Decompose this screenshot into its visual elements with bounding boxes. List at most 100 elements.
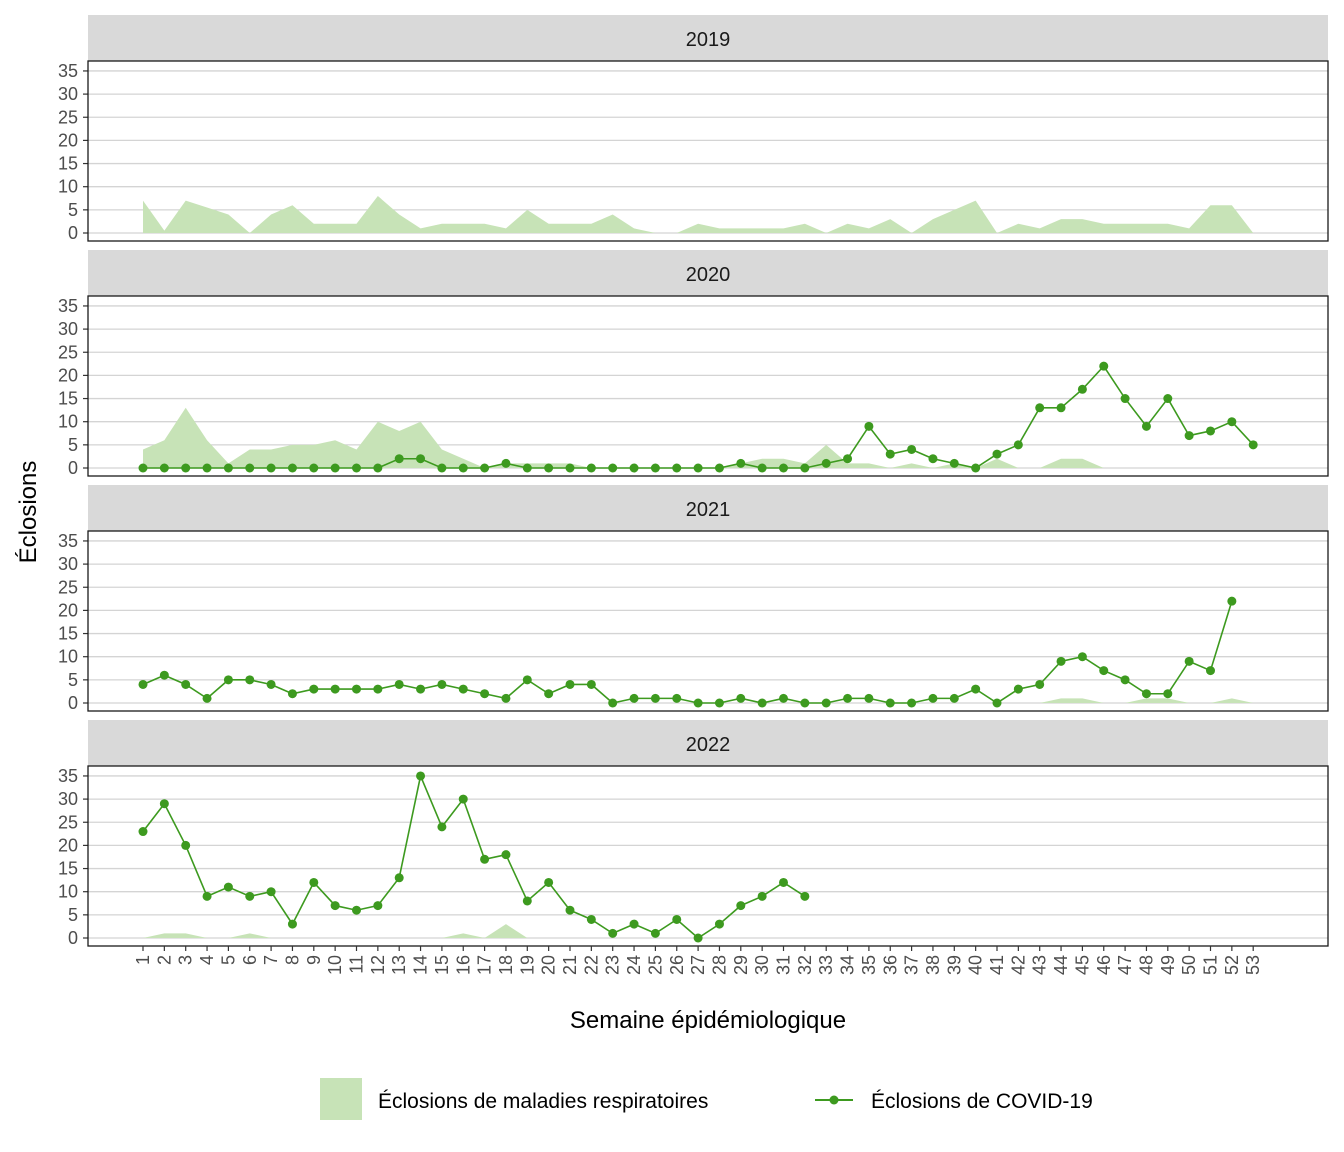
panel-border xyxy=(87,295,1329,477)
covid-point xyxy=(565,679,575,689)
panel-2020: 2020 0 5 10 15 20 25 30 35 xyxy=(58,250,1329,478)
covid-point xyxy=(458,463,468,473)
covid-point xyxy=(522,896,532,906)
covid-point xyxy=(437,679,447,689)
covid-point xyxy=(736,458,746,468)
covid-point xyxy=(949,458,959,468)
covid-point xyxy=(330,901,340,911)
covid-point xyxy=(352,684,361,694)
covid-point xyxy=(1163,394,1173,404)
covid-point xyxy=(1227,417,1237,427)
covid-point xyxy=(202,463,212,473)
covid-point xyxy=(1206,666,1215,676)
y-tick-label: 35 xyxy=(58,296,78,316)
covid-point xyxy=(287,689,297,699)
x-tick-label: 26 xyxy=(667,955,687,975)
x-tick-label: 43 xyxy=(1030,955,1050,975)
x-tick-label: 19 xyxy=(517,955,537,975)
covid-point xyxy=(843,454,853,464)
covid-point xyxy=(800,463,810,473)
y-axis-title: Éclosions xyxy=(15,461,42,564)
covid-point xyxy=(1120,394,1130,404)
x-tick-label: 24 xyxy=(624,955,644,975)
covid-point xyxy=(928,693,938,703)
covid-point xyxy=(821,458,831,468)
covid-point xyxy=(138,463,148,473)
covid-point xyxy=(779,463,788,473)
covid-point xyxy=(287,919,297,929)
x-tick-label: 46 xyxy=(1094,955,1114,975)
y-tick-label: 25 xyxy=(58,577,78,597)
covid-point xyxy=(501,850,511,860)
covid-point xyxy=(394,873,404,883)
covid-point xyxy=(373,463,383,473)
covid-point xyxy=(287,463,297,473)
covid-point xyxy=(373,901,383,911)
y-tick-label: 25 xyxy=(58,107,78,127)
x-tick-label: 21 xyxy=(560,955,580,975)
covid-point xyxy=(992,698,1002,708)
covid-point xyxy=(394,679,404,689)
covid-point xyxy=(586,914,596,924)
covid-point xyxy=(779,693,788,703)
x-tick-label: 40 xyxy=(966,955,986,975)
x-tick-label: 12 xyxy=(368,955,388,975)
covid-point xyxy=(437,822,447,832)
y-tick-label: 10 xyxy=(58,647,78,667)
panel-border xyxy=(87,60,1329,242)
x-tick-label: 37 xyxy=(902,955,922,975)
x-tick-label: 28 xyxy=(709,955,729,975)
covid-point xyxy=(181,840,191,850)
legend-respiratory-label: Éclosions de maladies respiratoires xyxy=(378,1090,708,1113)
y-tick-label: 35 xyxy=(58,61,78,81)
x-tick-label: 49 xyxy=(1158,955,1178,975)
covid-point xyxy=(138,679,148,689)
x-tick-label: 36 xyxy=(880,955,900,975)
covid-point xyxy=(416,771,426,781)
covid-point xyxy=(1035,679,1045,689)
covid-point xyxy=(650,928,660,938)
covid-point xyxy=(309,877,319,887)
covid-point xyxy=(480,463,490,473)
panel-strip xyxy=(88,250,1328,296)
covid-point xyxy=(522,463,532,473)
covid-point xyxy=(629,693,639,703)
covid-point xyxy=(1227,596,1237,606)
covid-point xyxy=(1056,656,1066,666)
x-tick-label: 14 xyxy=(411,955,431,975)
x-tick-label: 3 xyxy=(176,955,196,965)
x-tick-label: 13 xyxy=(389,955,409,975)
covid-point xyxy=(714,698,724,708)
covid-point xyxy=(245,675,255,685)
x-tick-label: 17 xyxy=(475,955,495,975)
respiratory-area xyxy=(143,924,805,938)
covid-point xyxy=(309,684,319,694)
respiratory-area xyxy=(143,195,1254,233)
x-tick-label: 2 xyxy=(154,955,174,965)
covid-point xyxy=(608,463,618,473)
x-tick-label: 44 xyxy=(1051,955,1071,975)
y-tick-label: 35 xyxy=(58,531,78,551)
y-tick-label: 20 xyxy=(58,600,78,620)
covid-line xyxy=(142,600,1233,704)
covid-point xyxy=(1077,652,1087,662)
covid-point xyxy=(352,463,361,473)
x-tick-label: 50 xyxy=(1179,955,1199,975)
covid-point xyxy=(779,877,788,887)
y-tick-label: 20 xyxy=(58,365,78,385)
y-tick-label: 10 xyxy=(58,177,78,197)
x-axis-title: Semaine épidémiologique xyxy=(570,1007,846,1034)
x-tick-label: 45 xyxy=(1072,955,1092,975)
covid-point xyxy=(501,693,511,703)
covid-point xyxy=(1120,675,1130,685)
x-tick-label: 33 xyxy=(816,955,836,975)
y-tick-label: 0 xyxy=(68,693,78,713)
covid-point xyxy=(736,901,746,911)
covid-point xyxy=(672,693,682,703)
y-tick-label: 5 xyxy=(68,670,78,690)
x-tick-label: 22 xyxy=(581,955,601,975)
covid-point xyxy=(437,463,447,473)
y-tick-label: 30 xyxy=(58,84,78,104)
panel-border xyxy=(87,530,1329,712)
